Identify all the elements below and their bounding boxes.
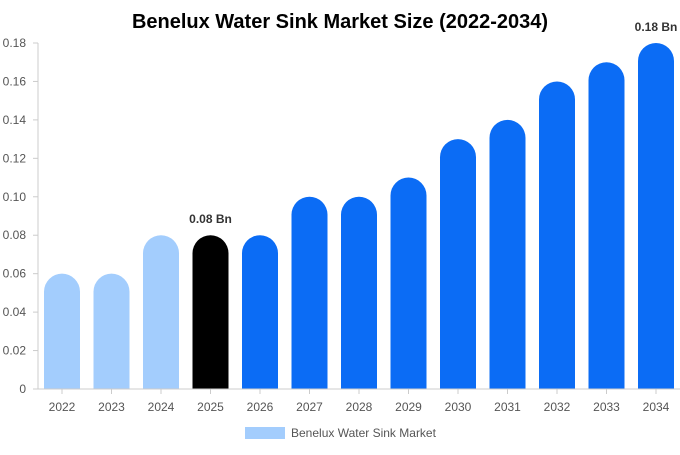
y-tick-label: 0.14 <box>3 113 27 127</box>
data-label-2025: 0.08 Bn <box>189 212 232 226</box>
x-tick-label: 2029 <box>395 400 422 414</box>
x-tick-label: 2027 <box>296 400 323 414</box>
y-axis: 0 0.02 0.04 0.06 0.08 0.10 0.12 0.14 0.16 0.18 <box>3 36 39 396</box>
bar-2028 <box>341 196 377 389</box>
x-tick-label: 2026 <box>247 400 274 414</box>
bar-2026 <box>242 235 278 389</box>
x-tick-label: 2030 <box>445 400 472 414</box>
bar-2023 <box>93 273 130 389</box>
legend[interactable]: Benelux Water Sink Market <box>245 426 437 440</box>
y-tick-label: 0.10 <box>3 190 27 204</box>
x-tick-label: 2024 <box>148 400 175 414</box>
y-tick-label: 0.16 <box>3 74 27 88</box>
bar-2033 <box>588 62 625 389</box>
x-tick-label: 2022 <box>49 400 76 414</box>
legend-swatch <box>245 427 285 439</box>
x-tick-label: 2023 <box>98 400 125 414</box>
x-tick-label: 2031 <box>494 400 521 414</box>
bars <box>44 43 674 389</box>
data-labels: 0.08 Bn 0.18 Bn <box>189 20 677 226</box>
x-tick-label: 2028 <box>346 400 373 414</box>
bar-2032 <box>539 81 575 389</box>
bar-2024 <box>143 235 179 389</box>
x-tick-label: 2025 <box>197 400 224 414</box>
bar-2034 <box>638 43 674 389</box>
legend-label: Benelux Water Sink Market <box>291 426 437 440</box>
bar-2031 <box>489 119 526 389</box>
y-tick-label: 0.18 <box>3 36 27 50</box>
y-tick-label: 0 <box>19 382 26 396</box>
x-tick-label: 2032 <box>544 400 571 414</box>
chart-title: Benelux Water Sink Market Size (2022-203… <box>132 11 548 33</box>
bar-2029 <box>390 177 427 389</box>
x-tick-label: 2034 <box>643 400 670 414</box>
y-tick-label: 0.12 <box>3 151 27 165</box>
y-tick-label: 0.06 <box>3 267 27 281</box>
y-tick-label: 0.02 <box>3 344 27 358</box>
bar-2022 <box>44 273 80 389</box>
y-tick-label: 0.04 <box>3 305 27 319</box>
x-tick-label: 2033 <box>593 400 620 414</box>
bar-2030 <box>440 139 476 389</box>
y-tick-label: 0.08 <box>3 228 27 242</box>
x-axis: 2022 2023 2024 2025 2026 2027 2028 2029 2030 2031… <box>38 388 680 414</box>
bar-2025 <box>192 235 229 389</box>
data-label-2034: 0.18 Bn <box>635 20 678 34</box>
bar-2027 <box>291 196 328 389</box>
